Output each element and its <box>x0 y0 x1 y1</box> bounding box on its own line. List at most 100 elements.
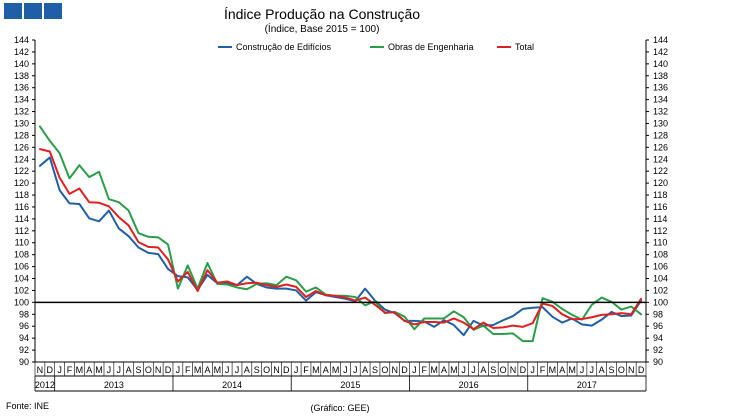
x-month-label: M <box>312 365 320 375</box>
logo-square-1 <box>4 3 22 19</box>
y-tick-label-left: 116 <box>15 202 29 212</box>
x-month-label: S <box>490 365 496 375</box>
y-tick-label-left: 120 <box>14 178 29 188</box>
x-month-label: N <box>628 365 635 375</box>
y-tick-label-left: 140 <box>14 59 29 69</box>
y-tick-label-right: 118 <box>653 190 667 200</box>
x-year-label: 2013 <box>104 380 124 390</box>
x-month-label: J <box>530 365 535 375</box>
y-tick-label-left: 130 <box>14 118 29 128</box>
x-month-label: M <box>450 365 458 375</box>
x-month-label: A <box>441 365 447 375</box>
y-tick-label-right: 90 <box>653 357 663 367</box>
x-month-label: A <box>126 365 132 375</box>
y-tick-label-right: 130 <box>653 118 668 128</box>
y-tick-label-left: 98 <box>19 309 29 319</box>
x-month-label: M <box>332 365 340 375</box>
x-month-label: A <box>204 365 210 375</box>
y-tick-label-left: 106 <box>14 262 29 272</box>
x-year-label: 2014 <box>222 380 242 390</box>
x-month-label: J <box>353 365 358 375</box>
y-tick-label-left: 136 <box>14 83 29 93</box>
x-month-label: O <box>381 365 388 375</box>
legend-label-3: Total <box>515 42 534 52</box>
x-month-label: F <box>540 365 546 375</box>
y-tick-label-right: 144 <box>653 35 668 45</box>
y-tick-label-right: 112 <box>653 226 667 236</box>
series-line-3 <box>38 148 643 331</box>
x-month-label: O <box>263 365 270 375</box>
x-month-label: M <box>194 365 202 375</box>
y-tick-label-left: 94 <box>19 333 29 343</box>
x-month-label: A <box>244 365 250 375</box>
x-month-label: D <box>401 365 408 375</box>
x-month-label: A <box>362 365 368 375</box>
x-month-label: D <box>47 365 54 375</box>
x-month-label: M <box>214 365 222 375</box>
y-tick-label-left: 142 <box>14 47 29 57</box>
y-tick-label-right: 134 <box>653 95 668 105</box>
legend: Construção de Edifícios Obras de Engenhar… <box>218 42 534 52</box>
x-month-label: S <box>609 365 615 375</box>
x-month-label: A <box>323 365 329 375</box>
y-tick-label-right: 142 <box>653 47 668 57</box>
y-tick-label-right: 100 <box>653 297 668 307</box>
y-tick-label-right: 128 <box>653 130 668 140</box>
x-month-label: J <box>225 365 230 375</box>
y-tick-label-right: 136 <box>653 83 668 93</box>
x-month-label: D <box>638 365 645 375</box>
y-tick-label-right: 102 <box>653 285 668 295</box>
x-month-label: J <box>176 365 181 375</box>
y-tick-label-left: 138 <box>14 71 29 81</box>
x-month-label: O <box>618 365 625 375</box>
x-month-label: S <box>372 365 378 375</box>
x-month-label: J <box>343 365 348 375</box>
y-tick-label-left: 90 <box>19 357 29 367</box>
y-tick-label-left: 92 <box>19 345 29 355</box>
x-month-label: S <box>135 365 141 375</box>
chart-title: Índice Produção na Construção <box>224 6 420 22</box>
y-tick-label-left: 118 <box>15 190 29 200</box>
source-note: Fonte: INE <box>6 401 49 411</box>
y-tick-label-left: 114 <box>15 214 29 224</box>
y-tick-label-right: 122 <box>653 166 668 176</box>
x-month-label: D <box>165 365 172 375</box>
x-month-label: J <box>294 365 299 375</box>
logo-square-2 <box>24 3 42 19</box>
y-tick-label-left: 100 <box>14 297 29 307</box>
x-year-label: 2012 <box>35 380 55 390</box>
x-month-label: A <box>599 365 605 375</box>
y-tick-label-left: 144 <box>14 35 29 45</box>
x-month-label: O <box>500 365 507 375</box>
x-month-label: M <box>430 365 438 375</box>
x-month-label: A <box>480 365 486 375</box>
y-tick-label-right: 94 <box>653 333 663 343</box>
y-tick-label-right: 110 <box>653 238 667 248</box>
x-month-label: J <box>471 365 476 375</box>
x-month-label: N <box>273 365 280 375</box>
y-tick-label-right: 108 <box>653 250 668 260</box>
y-tick-label-right: 120 <box>653 178 668 188</box>
series-line-2 <box>38 125 643 343</box>
x-month-label: N <box>37 365 44 375</box>
x-month-label: J <box>107 365 112 375</box>
x-month-label: N <box>391 365 398 375</box>
x-month-label: M <box>568 365 576 375</box>
y-tick-label-left: 132 <box>14 107 29 117</box>
y-tick-label-right: 116 <box>653 202 667 212</box>
y-tick-label-left: 102 <box>14 285 29 295</box>
y-tick-label-right: 104 <box>653 274 668 284</box>
y-tick-label-left: 122 <box>14 166 29 176</box>
y-tick-label-left: 134 <box>14 95 29 105</box>
x-month-label: M <box>549 365 557 375</box>
y-tick-label-right: 138 <box>653 71 668 81</box>
x-month-label: F <box>185 365 191 375</box>
y-tick-label-left: 108 <box>14 250 29 260</box>
x-month-label: F <box>422 365 428 375</box>
y-tick-label-right: 132 <box>653 107 668 117</box>
x-month-label: O <box>145 365 152 375</box>
